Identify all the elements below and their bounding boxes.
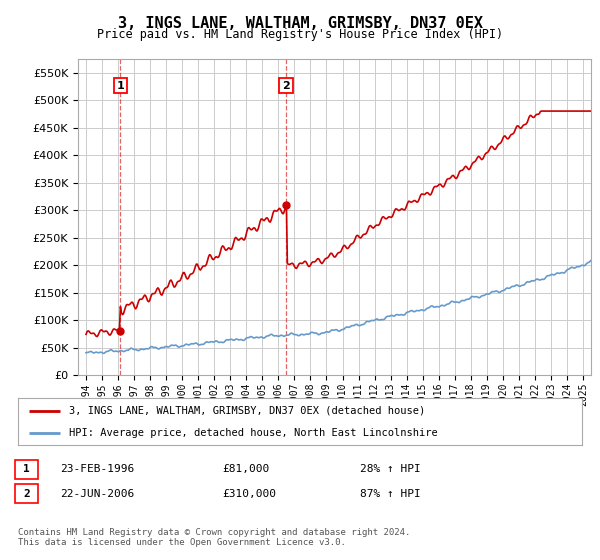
Text: 28% ↑ HPI: 28% ↑ HPI: [360, 464, 421, 474]
Text: 23-FEB-1996: 23-FEB-1996: [60, 464, 134, 474]
Text: £81,000: £81,000: [222, 464, 269, 474]
Text: 1: 1: [23, 464, 30, 474]
Text: 3, INGS LANE, WALTHAM, GRIMSBY, DN37 0EX: 3, INGS LANE, WALTHAM, GRIMSBY, DN37 0EX: [118, 16, 482, 31]
Text: 3, INGS LANE, WALTHAM, GRIMSBY, DN37 0EX (detached house): 3, INGS LANE, WALTHAM, GRIMSBY, DN37 0EX…: [69, 406, 425, 416]
Text: Contains HM Land Registry data © Crown copyright and database right 2024.
This d: Contains HM Land Registry data © Crown c…: [18, 528, 410, 547]
Text: 22-JUN-2006: 22-JUN-2006: [60, 489, 134, 499]
Text: 2: 2: [282, 81, 290, 91]
Text: HPI: Average price, detached house, North East Lincolnshire: HPI: Average price, detached house, Nort…: [69, 428, 437, 438]
Text: 2: 2: [23, 489, 30, 499]
Text: 1: 1: [116, 81, 124, 91]
Text: 87% ↑ HPI: 87% ↑ HPI: [360, 489, 421, 499]
Text: £310,000: £310,000: [222, 489, 276, 499]
Text: Price paid vs. HM Land Registry's House Price Index (HPI): Price paid vs. HM Land Registry's House …: [97, 28, 503, 41]
